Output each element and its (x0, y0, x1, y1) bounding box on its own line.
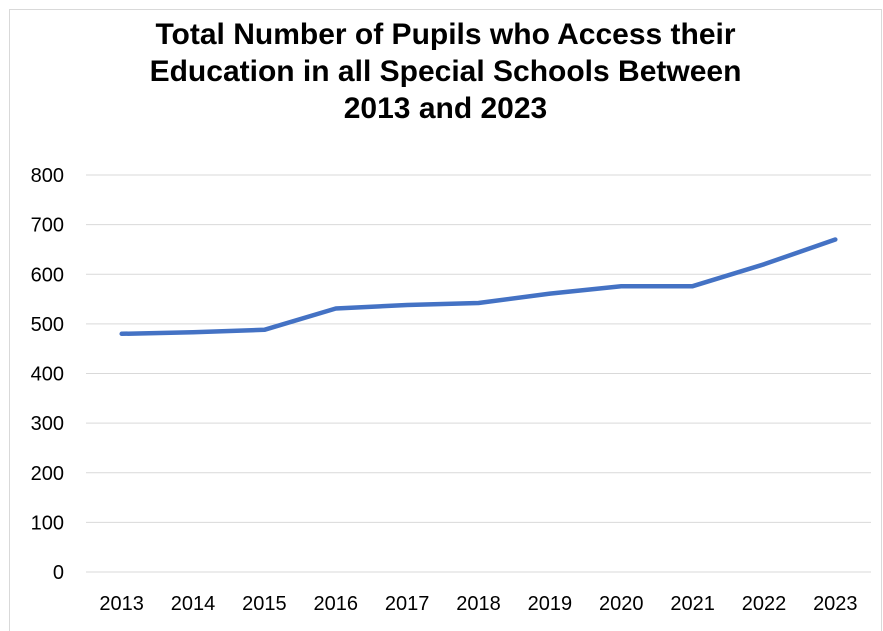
y-tick-label-100: 100 (31, 512, 64, 534)
x-tick-label-2016: 2016 (314, 593, 359, 615)
y-tick-label-700: 700 (31, 215, 64, 237)
x-tick-label-2023: 2023 (813, 593, 858, 615)
y-tick-label-600: 600 (31, 264, 64, 286)
x-tick-label-2019: 2019 (528, 593, 573, 615)
series-line-0 (122, 240, 836, 334)
x-tick-label-2014: 2014 (171, 593, 216, 615)
x-tick-label-2017: 2017 (385, 593, 430, 615)
y-tick-label-0: 0 (53, 562, 64, 584)
x-tick-label-2015: 2015 (242, 593, 287, 615)
y-tick-label-200: 200 (31, 463, 64, 485)
y-tick-label-400: 400 (31, 364, 64, 386)
y-tick-label-300: 300 (31, 413, 64, 435)
x-tick-label-2020: 2020 (599, 593, 644, 615)
y-tick-label-800: 800 (31, 165, 64, 187)
x-tick-label-2018: 2018 (456, 593, 501, 615)
x-tick-label-2021: 2021 (670, 593, 715, 615)
x-tick-label-2013: 2013 (99, 593, 144, 615)
x-tick-label-2022: 2022 (742, 593, 787, 615)
y-tick-label-500: 500 (31, 314, 64, 336)
